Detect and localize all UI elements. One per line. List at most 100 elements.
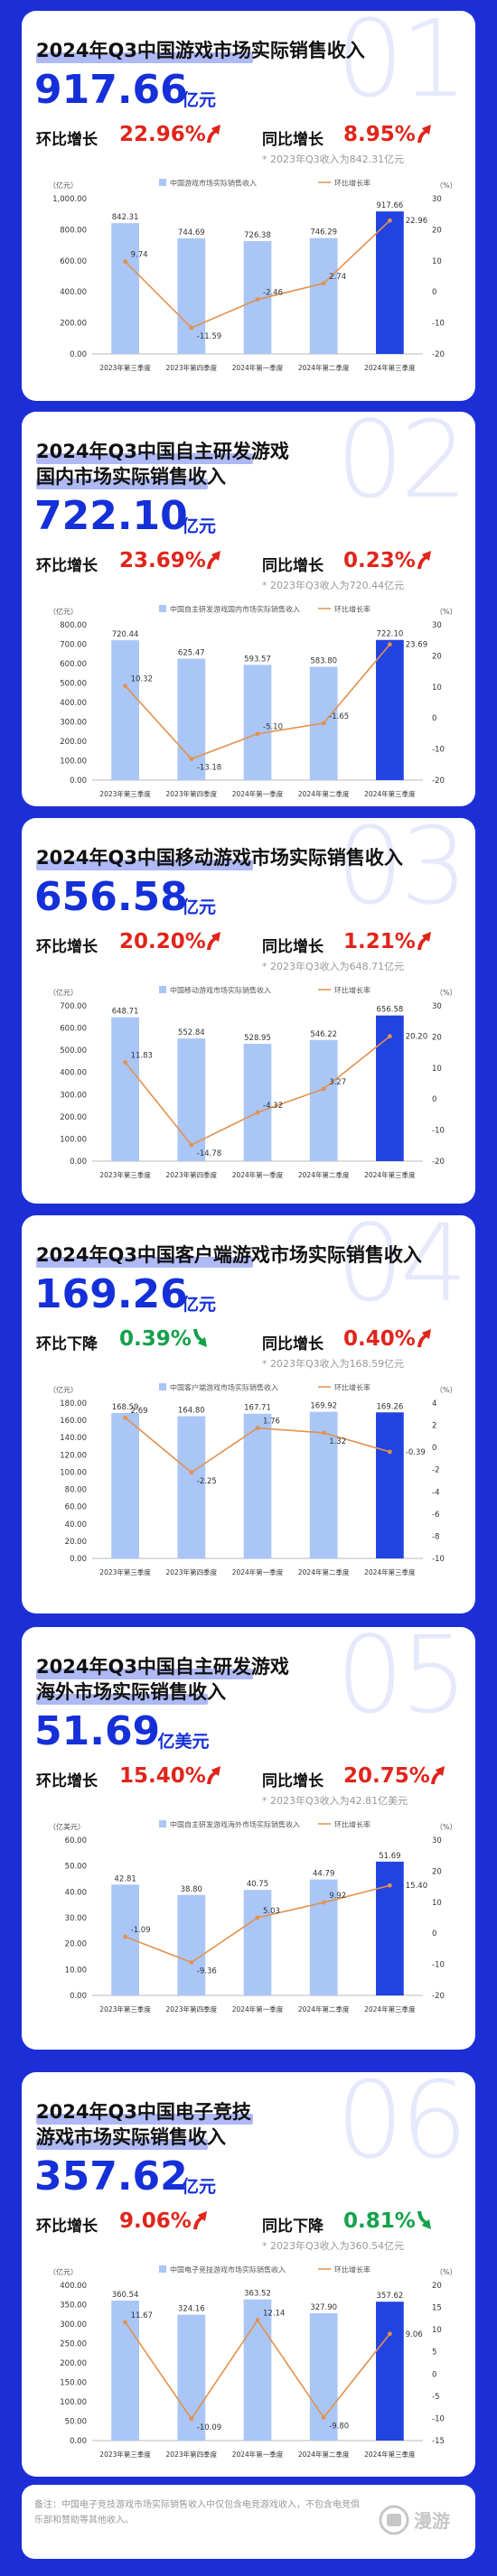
bar-value-label: 40.75 xyxy=(247,1880,268,1889)
left-axis-tick-label: 800.00 xyxy=(60,621,87,630)
legend-line-label: 环比增长率 xyxy=(334,605,370,614)
bar-value-label: 917.66 xyxy=(377,201,404,210)
mom-value: 15.40% xyxy=(119,1764,206,1788)
right-axis-tick-label: -20 xyxy=(432,1158,445,1167)
mom-label: 环比增长 xyxy=(36,2218,98,2236)
right-axis-tick-label: 10 xyxy=(432,257,442,266)
right-axis-unit: （%） xyxy=(436,181,457,190)
chart-legend: 中国游戏市场实际销售收入 环比增长率 xyxy=(159,179,370,188)
right-axis-tick-label: 30 xyxy=(432,621,442,630)
left-axis-tick-label: 300.00 xyxy=(60,719,87,728)
bar-value-label: 38.80 xyxy=(181,1885,202,1894)
legend-bar-swatch xyxy=(159,1820,166,1827)
x-axis-category-label: 2024年第一季度 xyxy=(232,363,284,372)
left-axis-tick-label: 40.00 xyxy=(65,1520,87,1530)
right-axis-tick-label: -5 xyxy=(432,2393,439,2402)
right-axis-tick-label: -20 xyxy=(432,350,445,359)
growth-rate-label: -2.25 xyxy=(197,1477,217,1486)
growth-rate-point xyxy=(321,721,326,726)
revenue-unit: 亿元 xyxy=(182,897,217,917)
left-axis-unit: （亿元） xyxy=(49,607,78,616)
growth-rate-label: 9.92 xyxy=(329,1892,346,1901)
right-axis-tick-label: 0 xyxy=(432,2370,436,2379)
growth-rate-point xyxy=(388,2331,392,2337)
bar-value-label: 842.31 xyxy=(112,213,139,222)
x-axis-category-label: 2023年第三季度 xyxy=(99,2004,151,2013)
left-axis-tick-label: 300.00 xyxy=(60,1091,87,1100)
x-axis-category-label: 2024年第三季度 xyxy=(364,1170,416,1179)
growth-rate-label: -9.36 xyxy=(197,1967,217,1976)
section-title: 国内市场实际销售收入 xyxy=(36,466,226,488)
revenue-growth-chart: （亿元） （%） 中国客户端游戏市场实际销售收入 环比增长率 180.00 160.00 1… xyxy=(49,1383,457,1577)
x-axis-category-label: 2024年第一季度 xyxy=(232,1567,284,1576)
revenue-unit: 亿元 xyxy=(182,516,217,536)
left-axis-tick-label: 180.00 xyxy=(60,1400,87,1409)
section-title: 2024年Q3中国移动游戏市场实际销售收入 xyxy=(36,847,403,869)
section-card-5: 05 2024年Q3中国自主研发游戏 海外市场实际销售收入 51.69 亿美元 环比增长 1… xyxy=(22,1627,475,2050)
mom-label: 环比增长 xyxy=(36,1772,98,1790)
growth-rate-point xyxy=(123,1060,127,1065)
bar-q4 xyxy=(309,1039,338,1161)
mom-value: 9.06% xyxy=(119,2209,192,2233)
revenue-unit: 亿元 xyxy=(182,2177,217,2197)
growth-rate-label: 15.40 xyxy=(406,1882,427,1891)
growth-rate-label: -0.39 xyxy=(406,1448,426,1457)
bar-value-label: 720.44 xyxy=(112,630,139,639)
growth-rate-point xyxy=(255,297,260,302)
right-axis-unit: （%） xyxy=(436,989,457,997)
x-axis-category-label: 2024年第二季度 xyxy=(298,1170,350,1179)
x-axis-category-label: 2024年第三季度 xyxy=(364,789,416,798)
right-axis-tick-label: -10 xyxy=(432,1127,445,1136)
left-axis-tick-label: 200.00 xyxy=(60,738,87,747)
right-axis-tick-label: 0 xyxy=(432,1444,436,1453)
growth-rate-point xyxy=(388,1034,392,1039)
yoy-value: 0.81% xyxy=(343,2209,416,2233)
legend-bar-label: 中国游戏市场实际销售收入 xyxy=(170,179,257,188)
growth-rate-point xyxy=(255,1915,260,1920)
bar-q4 xyxy=(309,237,338,354)
growth-rate-label: -1.09 xyxy=(131,1926,151,1935)
left-axis-tick-label: 100.00 xyxy=(60,758,87,767)
right-axis-unit: （%） xyxy=(436,608,457,616)
trend-down-arrow-icon xyxy=(193,1329,207,1347)
bar-value-label: 726.38 xyxy=(244,231,271,240)
right-axis-tick-label: 20 xyxy=(432,1033,442,1042)
right-axis-tick-label: 0 xyxy=(432,714,436,723)
x-axis-category-label: 2023年第三季度 xyxy=(99,1567,151,1576)
mom-value: 23.69% xyxy=(119,549,206,572)
x-axis-category-label: 2023年第三季度 xyxy=(99,2450,151,2459)
trend-up-arrow-icon xyxy=(417,125,431,143)
yoy-value: 0.40% xyxy=(343,1327,416,1351)
left-axis-tick-label: 600.00 xyxy=(60,1025,87,1034)
growth-rate-label: 11.83 xyxy=(131,1052,153,1061)
right-axis-tick-label: 4 xyxy=(432,1400,436,1409)
section-number-watermark: 05 xyxy=(335,1627,468,1737)
left-axis-tick-label: 0.00 xyxy=(70,2437,87,2446)
growth-rate-point xyxy=(189,1142,194,1148)
title-highlight xyxy=(36,860,253,870)
growth-rate-point xyxy=(321,1086,326,1092)
yoy-label: 同比增长 xyxy=(262,557,324,575)
x-axis-category-label: 2024年第一季度 xyxy=(232,2004,284,2013)
revenue-unit: 亿美元 xyxy=(157,1732,210,1752)
growth-rate-label: 9.06 xyxy=(406,2330,423,2339)
left-axis-tick-label: 140.00 xyxy=(60,1434,87,1443)
bar-value-label: 357.62 xyxy=(377,2292,404,2301)
right-axis-tick-label: -10 xyxy=(432,2414,445,2423)
x-axis-category-label: 2024年第三季度 xyxy=(364,363,416,372)
mom-value: 22.96% xyxy=(119,123,206,146)
growth-rate-label: -13.18 xyxy=(197,764,221,773)
mom-value: 0.39% xyxy=(119,1327,192,1351)
growth-rate-label: 2.74 xyxy=(329,273,346,282)
legend-bar-label: 中国客户端游戏市场实际销售收入 xyxy=(170,1383,278,1392)
left-axis-tick-label: 30.00 xyxy=(65,1914,87,1923)
previous-year-note: * 2023年Q3收入为360.54亿元 xyxy=(262,2240,405,2252)
growth-rate-label: 5.03 xyxy=(263,1907,280,1916)
bar-q2 xyxy=(177,2314,206,2441)
footer-card: 备注：中国电子竞技游戏市场实际销售收入中仅包含电竞游戏收入，不包含电竞俱乐部和赞… xyxy=(22,2485,475,2559)
bar-q5 xyxy=(376,639,404,780)
right-axis-tick-label: 10 xyxy=(432,1899,442,1908)
trend-up-arrow-icon xyxy=(431,1766,445,1784)
legend-bar-label: 中国自主研发游戏海外市场实际销售收入 xyxy=(170,1820,300,1829)
legend-line-label: 环比增长率 xyxy=(334,1820,370,1829)
